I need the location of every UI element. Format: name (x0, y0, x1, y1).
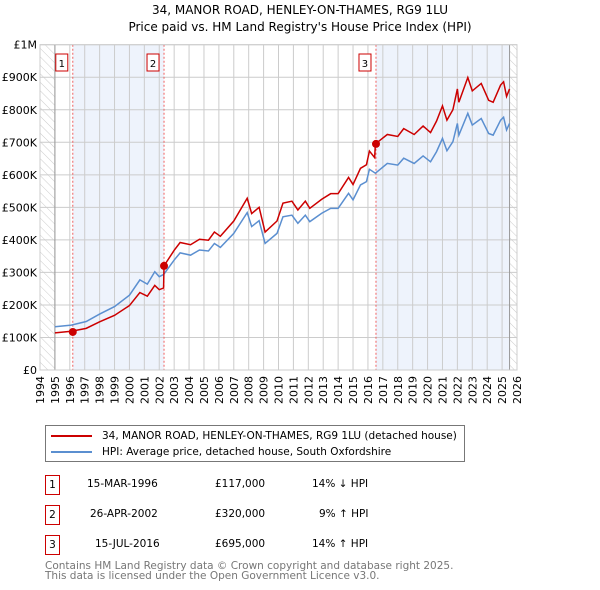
x-tick-label: 2013 (317, 376, 330, 404)
x-tick-label: 1997 (79, 376, 92, 404)
x-tick-label: 1996 (64, 376, 77, 404)
y-tick-label: £800K (2, 104, 38, 117)
x-tick-label: 2015 (347, 376, 360, 404)
x-tick-label: 2021 (436, 376, 449, 404)
x-tick-label: 2014 (332, 376, 345, 404)
y-tick-label: £600K (2, 169, 38, 182)
y-tick-label: £1M (14, 39, 38, 52)
x-tick-label: 1994 (34, 376, 47, 404)
footer-licence: This data is licensed under the Open Gov… (45, 570, 380, 582)
sale-marker-label: 1 (45, 475, 60, 495)
x-tick-label: 2017 (377, 376, 390, 404)
y-tick-label: £500K (2, 201, 38, 214)
x-tick-label: 1998 (94, 376, 107, 404)
plot-border (39, 44, 518, 371)
x-tick-label: 2002 (153, 376, 166, 404)
x-tick-label: 2003 (168, 376, 181, 404)
x-tick-label: 2005 (198, 376, 211, 404)
sale-point (371, 139, 380, 148)
price-chart: 1994 1995 1996 1997 1998 1999 2000 2001 2002 2003… (2, 39, 524, 404)
sale-point (68, 327, 77, 336)
legend-label: HPI: Average price, detached house, Sout… (102, 446, 392, 458)
x-tick-label: 2007 (228, 376, 241, 404)
x-tick-label: 1995 (49, 376, 62, 404)
x-tick-label: 2010 (273, 376, 286, 404)
sale-row: 1 15-MAR-1996 £117,000 14% ↓ HPI (45, 475, 465, 495)
x-tick-label: 2018 (392, 376, 405, 404)
sale-label: 3 (362, 59, 368, 70)
sale-marker-label: 2 (45, 505, 60, 525)
chart-title: 34, MANOR ROAD, HENLEY-ON-THAMES, RG9 1L… (151, 3, 449, 17)
sale-label-box (55, 53, 69, 72)
legend-item-property: 34, MANOR ROAD, HENLEY-ON-THAMES, RG9 1L… (51, 429, 457, 443)
x-tick-label: 2009 (258, 376, 271, 404)
sale-hpi-diff: 14% ↓ HPI (312, 478, 369, 490)
x-tick-label: 2020 (422, 376, 435, 404)
sale-date: 26-APR-2002 (90, 508, 158, 520)
sale-hpi-diff: 9% ↑ HPI (319, 508, 369, 520)
y-tick-label: £300K (2, 266, 38, 279)
sale-label-box (146, 53, 160, 72)
x-tick-label: 2022 (451, 376, 464, 404)
sale-hpi-diff: 14% ↑ HPI (312, 538, 369, 550)
x-tick-label: 2026 (511, 376, 524, 404)
x-tick-label: 2025 (496, 376, 509, 404)
x-tick-label: 2024 (481, 376, 494, 404)
x-tick-label: 2023 (466, 376, 479, 404)
legend-swatch-blue (51, 451, 92, 453)
legend-swatch-red (51, 435, 92, 437)
y-tick-label: £100K (2, 331, 38, 344)
x-tick-label: 2019 (407, 376, 420, 404)
y-tick-label: £900K (2, 71, 38, 84)
sale-label: 2 (150, 59, 156, 70)
property-price-line (54, 75, 511, 334)
sale-price: £695,000 (215, 538, 266, 550)
sale-price: £117,000 (215, 478, 266, 490)
sale-row: 2 26-APR-2002 £320,000 9% ↑ HPI (45, 505, 465, 525)
x-tick-label: 2016 (362, 376, 375, 404)
y-tick-label: £0 (23, 364, 37, 377)
sale-marker-label: 3 (45, 535, 60, 555)
sale-price: £320,000 (215, 508, 266, 520)
x-tick-label: 2000 (123, 376, 136, 404)
legend-label: 34, MANOR ROAD, HENLEY-ON-THAMES, RG9 1L… (102, 430, 457, 442)
x-tick-label: 2004 (183, 376, 196, 404)
sale-point (160, 261, 169, 270)
footer-copyright: Contains HM Land Registry data © Crown c… (45, 560, 454, 572)
legend: 34, MANOR ROAD, HENLEY-ON-THAMES, RG9 1L… (45, 425, 465, 462)
y-tick-label: £700K (2, 136, 38, 149)
x-tick-label: 2008 (243, 376, 256, 404)
y-tick-label: £400K (2, 234, 38, 247)
x-tick-label: 2001 (138, 376, 151, 404)
x-tick-label: 2012 (302, 376, 315, 404)
sale-label-box (358, 53, 372, 72)
sale-row: 3 15-JUL-2016 £695,000 14% ↑ HPI (45, 535, 465, 555)
sale-date: 15-MAR-1996 (87, 478, 158, 490)
x-tick-label: 2006 (213, 376, 226, 404)
sale-date: 15-JUL-2016 (95, 538, 160, 550)
x-tick-label: 2011 (287, 376, 300, 404)
sale-label: 1 (59, 59, 65, 70)
legend-item-hpi: HPI: Average price, detached house, Sout… (51, 445, 391, 459)
y-tick-label: £200K (2, 299, 38, 312)
chart-subtitle: Price paid vs. HM Land Registry's House … (128, 20, 472, 34)
x-tick-label: 1999 (109, 376, 122, 404)
hpi-line (54, 111, 511, 328)
